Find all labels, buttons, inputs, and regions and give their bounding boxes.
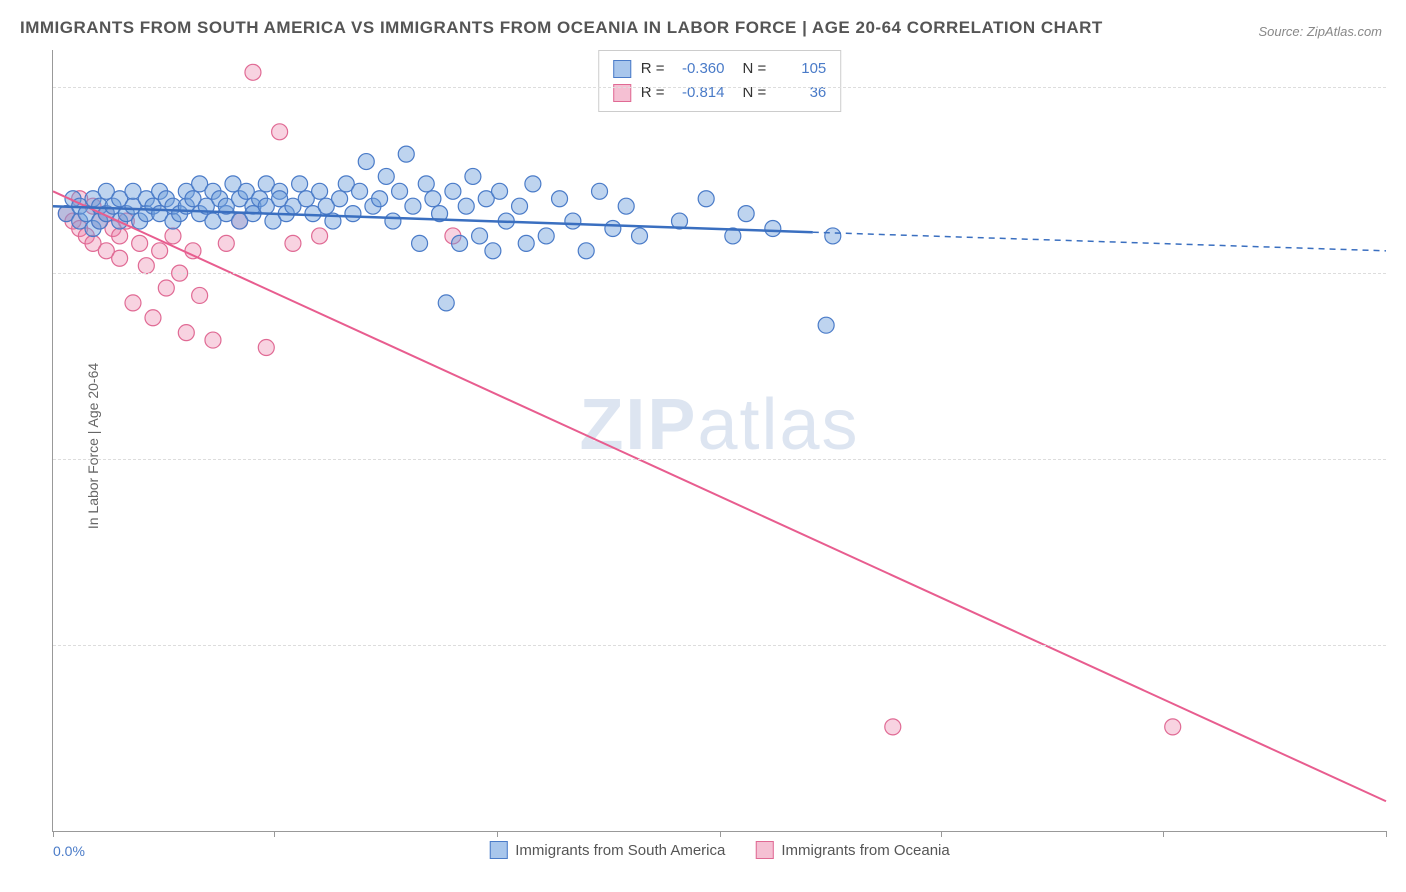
plot-area: ZIPatlas R = -0.360 N = 105 R = -0.814 N… (52, 50, 1386, 832)
swatch-south-america-icon (489, 841, 507, 859)
source-label: Source: ZipAtlas.com (1258, 24, 1382, 39)
x-tick-label-min: 0.0% (53, 843, 85, 859)
chart-title: IMMIGRANTS FROM SOUTH AMERICA VS IMMIGRA… (20, 18, 1103, 38)
y-tick-label: 25.0% (1394, 637, 1406, 653)
chart-container: IMMIGRANTS FROM SOUTH AMERICA VS IMMIGRA… (0, 0, 1406, 892)
swatch-oceania-icon (755, 841, 773, 859)
bottom-legend-sa: Immigrants from South America (489, 841, 725, 859)
y-tick-label: 50.0% (1394, 451, 1406, 467)
y-tick-label: 100.0% (1394, 79, 1406, 95)
bottom-legend: Immigrants from South America Immigrants… (489, 841, 949, 859)
y-tick-label: 75.0% (1394, 265, 1406, 281)
plot-svg (53, 50, 1386, 831)
bottom-legend-oc: Immigrants from Oceania (755, 841, 949, 859)
x-tick-label-max: 100.0% (1394, 843, 1406, 859)
